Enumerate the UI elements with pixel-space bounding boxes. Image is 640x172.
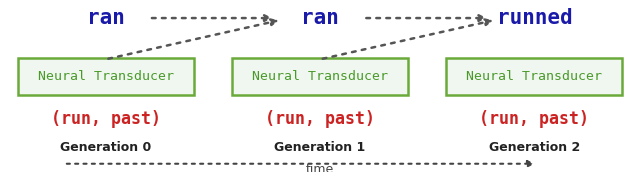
FancyBboxPatch shape: [18, 58, 194, 95]
Text: Neural Transducer: Neural Transducer: [467, 70, 602, 83]
FancyBboxPatch shape: [232, 58, 408, 95]
Text: time: time: [306, 163, 334, 172]
Text: ran: ran: [86, 8, 125, 28]
Text: ran: ran: [301, 8, 339, 28]
Text: Neural Transducer: Neural Transducer: [252, 70, 388, 83]
Text: (run, past): (run, past): [51, 110, 161, 128]
Text: Neural Transducer: Neural Transducer: [38, 70, 173, 83]
Text: Generation 2: Generation 2: [489, 141, 580, 154]
Text: Generation 1: Generation 1: [275, 141, 365, 154]
FancyBboxPatch shape: [446, 58, 622, 95]
Text: (run, past): (run, past): [479, 110, 589, 128]
Text: Generation 0: Generation 0: [60, 141, 151, 154]
Text: (run, past): (run, past): [265, 110, 375, 128]
Text: runned: runned: [497, 8, 572, 28]
